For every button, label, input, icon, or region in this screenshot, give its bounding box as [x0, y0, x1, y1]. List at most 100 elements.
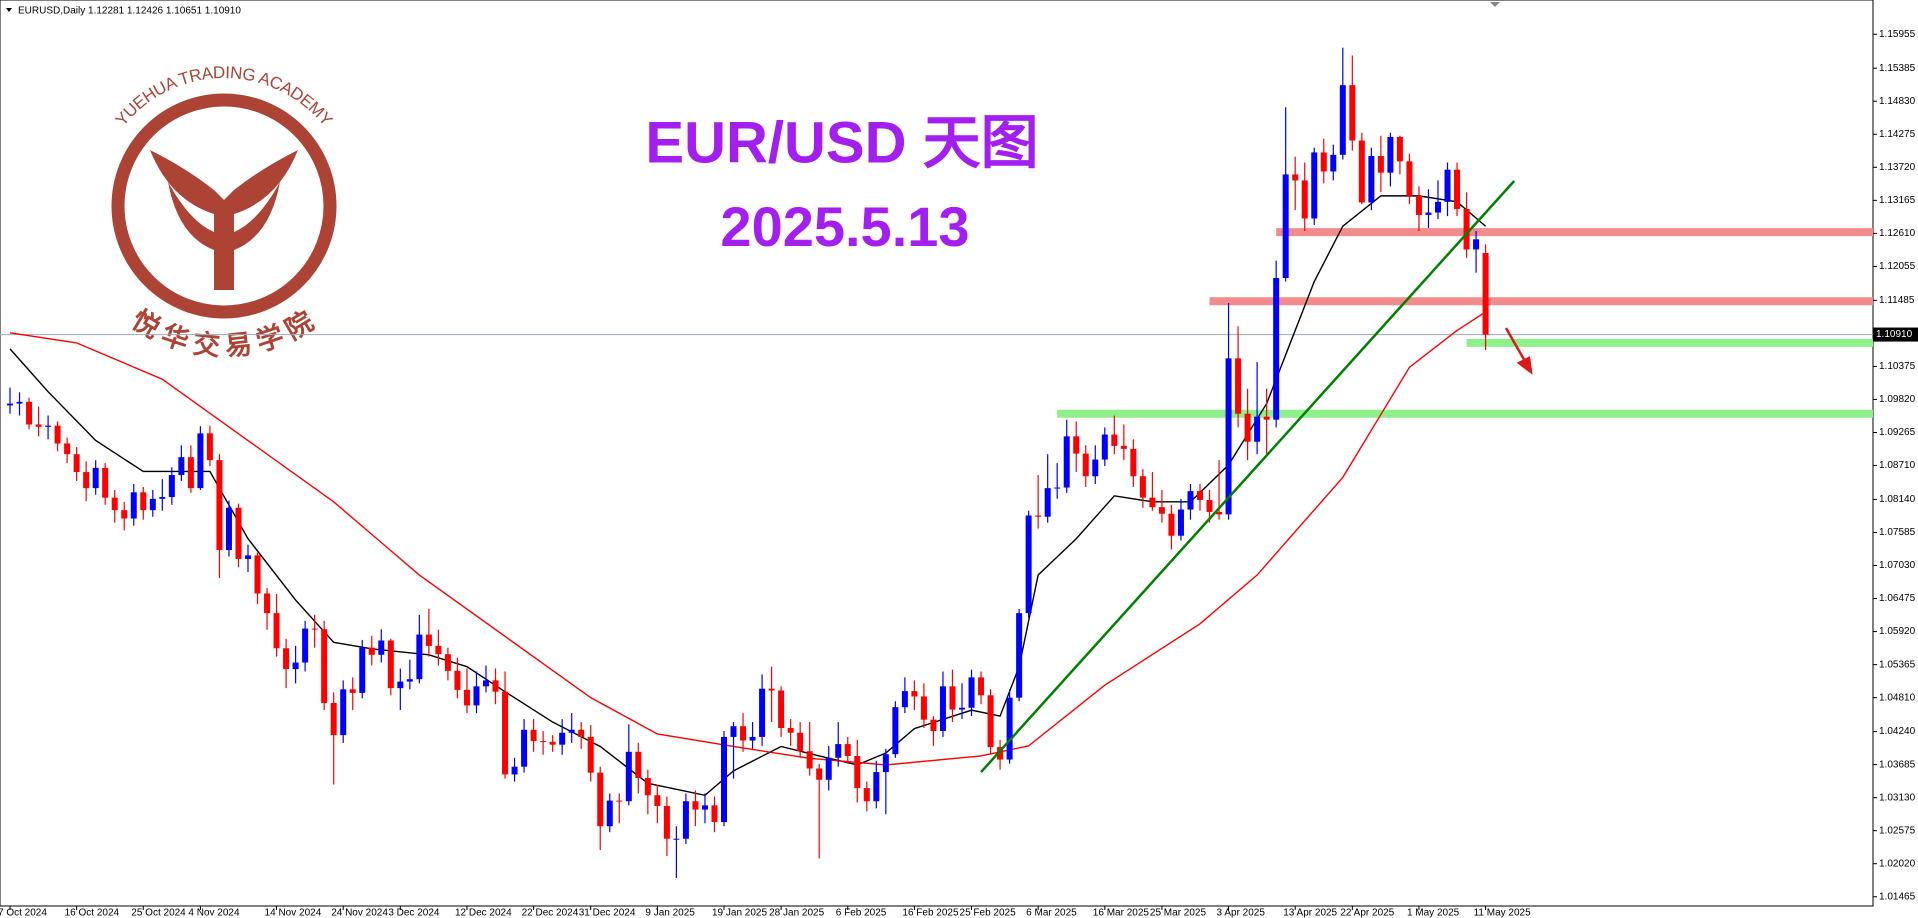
y-tick-label: 1.14830 [1879, 96, 1916, 107]
x-tick-label: 19 Jan 2025 [712, 908, 767, 918]
candle-body [1368, 155, 1375, 203]
candle-body [1415, 195, 1422, 215]
logo-leaf [168, 182, 280, 250]
candle-body [1168, 513, 1175, 536]
candle-body [844, 744, 851, 756]
candle-body [1244, 413, 1251, 442]
candle-body [1406, 161, 1413, 196]
y-tick-label: 1.12055 [1879, 261, 1916, 272]
candle-body [682, 801, 689, 839]
candle-body [187, 457, 194, 489]
logo-ring [111, 93, 337, 319]
candle-body [92, 467, 99, 489]
y-tick-label: 1.07030 [1879, 560, 1916, 571]
candle-body [168, 475, 175, 498]
candle-body [1463, 208, 1470, 250]
candle-body [920, 696, 927, 720]
candle-body [406, 679, 413, 682]
moving-average [9, 195, 1487, 797]
candle-body [1006, 697, 1013, 760]
plot [0, 47, 1873, 879]
candle-body [835, 744, 842, 758]
candle-body [292, 662, 299, 670]
candle-body [64, 443, 71, 455]
x-tick-label: 11 May 2025 [1474, 908, 1532, 918]
candle-body [1349, 85, 1356, 141]
candle-body [749, 736, 756, 741]
candle-body [635, 751, 642, 779]
candle-body [1035, 515, 1042, 517]
candle-body [1139, 476, 1146, 498]
candle-body [1197, 491, 1203, 501]
candle-body [759, 688, 766, 737]
candle-body [197, 433, 204, 489]
candle-body [463, 689, 470, 706]
candle-body [159, 497, 166, 499]
candle-body [959, 707, 965, 710]
y-tick-label: 1.04240 [1879, 726, 1916, 737]
candle-body [1082, 453, 1089, 477]
candle-body [283, 648, 290, 670]
candle-body [559, 732, 566, 745]
candle-body [654, 795, 661, 806]
candle-body [1044, 488, 1051, 517]
candle-body [206, 433, 213, 461]
candle-body [473, 686, 480, 706]
candle-body [1358, 140, 1365, 203]
candle-body [1235, 358, 1242, 414]
candle-body [340, 689, 347, 736]
candle-body [1016, 613, 1023, 698]
candle-body [1063, 436, 1070, 488]
candle-body [454, 670, 461, 690]
candle-body [1158, 507, 1165, 514]
candle-body [1435, 201, 1441, 213]
candle-body [302, 628, 309, 663]
y-tick-label: 1.05365 [1879, 659, 1916, 670]
chart-title: EUR/USD 天图 [645, 110, 1038, 175]
x-tick-label: 22 Apr 2025 [1340, 908, 1394, 918]
candle-body [483, 680, 489, 687]
x-tick-label: 25 Oct 2024 [131, 908, 186, 918]
candle-body [225, 507, 232, 551]
y-tick-label: 1.10375 [1879, 361, 1916, 372]
y-tick-label: 1.15385 [1879, 63, 1916, 74]
candle-body [568, 729, 575, 733]
candle-body [45, 425, 52, 427]
candle-body [778, 690, 785, 729]
candle-body [321, 629, 328, 704]
candle-body [1177, 509, 1184, 536]
x-tick-label: 3 Apr 2025 [1217, 908, 1266, 918]
x-tick-label: 4 Nov 2024 [188, 908, 240, 918]
menu-triangle[interactable] [6, 8, 12, 12]
candle-body [1054, 487, 1061, 489]
candle-body [1111, 434, 1118, 446]
x-tick-label: 9 Jan 2025 [645, 908, 695, 918]
candle-body [1130, 448, 1137, 477]
candle-body [1396, 136, 1403, 162]
candle-body [1101, 434, 1108, 460]
candle-body [854, 755, 861, 789]
candle-body [1149, 497, 1156, 508]
candle-body [1216, 511, 1223, 515]
x-tick-label: 24 Nov 2024 [331, 908, 388, 918]
candle-body [254, 555, 261, 594]
chart-header: EURUSD,Daily 1.12281 1.12426 1.10651 1.1… [18, 6, 241, 17]
y-tick-label: 1.15955 [1879, 29, 1916, 40]
candle-body [721, 736, 727, 823]
candle-body [978, 677, 985, 696]
trend-arrow [1504, 327, 1533, 375]
candle-body [768, 688, 775, 691]
candle-body [54, 425, 61, 444]
candle-body [939, 686, 946, 731]
candle-body [416, 634, 423, 680]
y-tick-label: 1.02575 [1879, 825, 1916, 836]
candle-body [530, 729, 537, 742]
candle-body [997, 747, 1004, 760]
y-tick-label: 1.13720 [1879, 162, 1916, 173]
candle-body [178, 457, 185, 476]
candle-body [1120, 445, 1127, 449]
candle-body [1206, 500, 1213, 512]
x-tick-label: 7 Oct 2024 [0, 908, 47, 918]
y-tick-label: 1.09820 [1879, 394, 1916, 405]
candle-body [740, 726, 747, 741]
